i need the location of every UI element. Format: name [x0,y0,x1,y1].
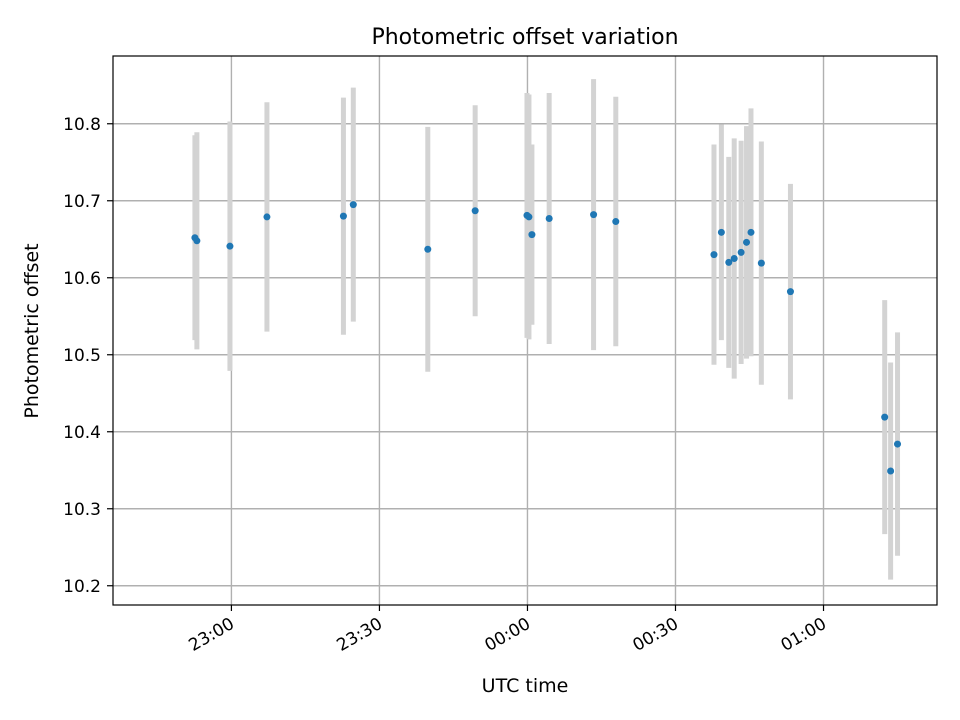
data-point [737,248,745,256]
data-point [226,242,234,250]
y-tick-label: 10.4 [63,423,101,443]
data-point [881,413,889,421]
data-point [339,212,347,220]
data-point [545,214,553,222]
data-point [743,238,751,246]
data-point [725,258,733,266]
data-point [590,211,598,219]
chart-title: Photometric offset variation [371,25,678,50]
data-point [730,255,738,263]
point-layer [191,201,902,475]
y-tick-label: 10.7 [63,192,101,212]
data-point [263,213,271,221]
data-point [887,467,895,475]
plot-area-frame [112,55,938,606]
data-point [525,213,533,221]
x-axis-label: UTC time [482,675,569,697]
y-tick-label: 10.6 [63,269,101,289]
y-tick-label: 10.8 [63,115,101,135]
data-point [786,288,794,296]
y-tick-label: 10.3 [63,500,101,520]
data-point [193,237,201,245]
y-tick-label: 10.5 [63,346,101,366]
data-point [528,231,536,239]
data-point [757,259,765,267]
data-point [710,251,718,259]
y-tick-label: 10.2 [63,577,101,597]
data-point [349,201,357,209]
data-point [471,207,479,215]
data-point [747,228,755,236]
data-point [894,440,902,448]
data-point [424,245,432,253]
data-point [612,218,620,226]
data-point [717,228,725,236]
y-axis-label: Photometric offset [21,243,43,418]
